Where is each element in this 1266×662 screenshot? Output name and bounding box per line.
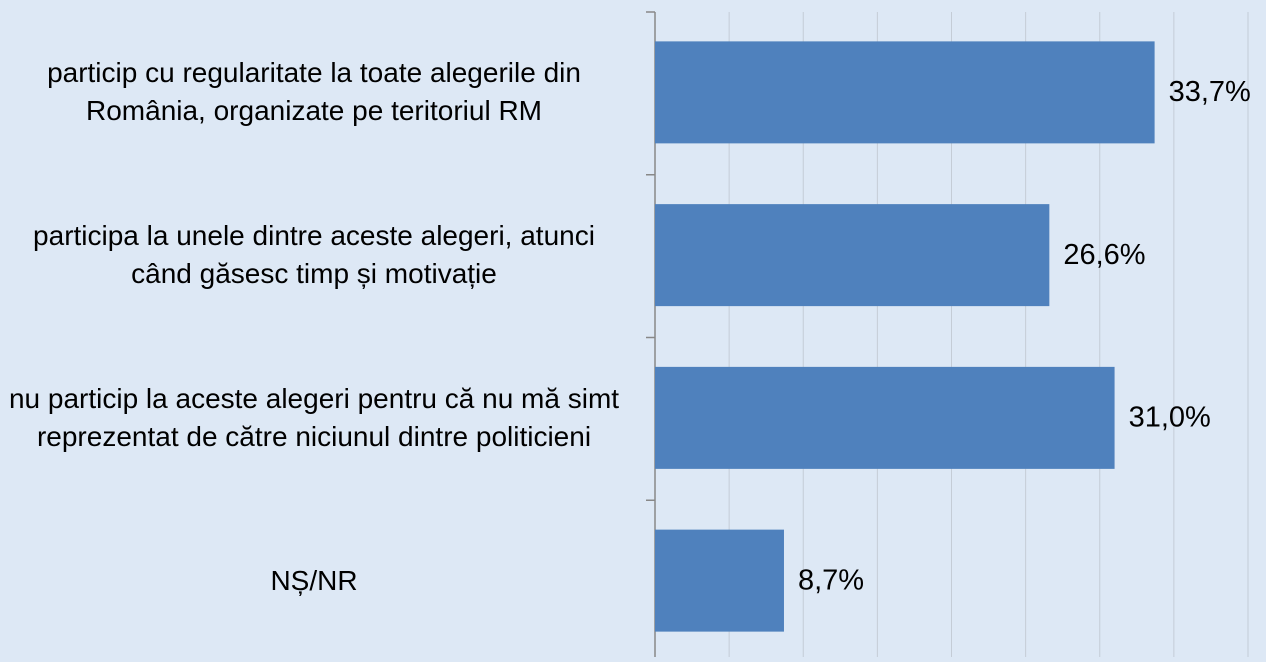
category-label: particip cu regularitate la toate aleger… (47, 57, 581, 127)
category-label: participa la unele dintre aceste alegeri… (33, 220, 595, 290)
bar (655, 204, 1050, 307)
bar (655, 366, 1115, 469)
value-label: 8,7% (798, 564, 864, 596)
value-label: 31,0% (1129, 402, 1211, 434)
value-label: 33,7% (1169, 76, 1251, 108)
category-label: nu particip la aceste alegeri pentru că … (8, 382, 620, 452)
bar (655, 529, 784, 632)
bar (655, 41, 1155, 144)
value-label: 26,6% (1063, 239, 1145, 271)
category-label: NȘ/NR (270, 564, 358, 596)
